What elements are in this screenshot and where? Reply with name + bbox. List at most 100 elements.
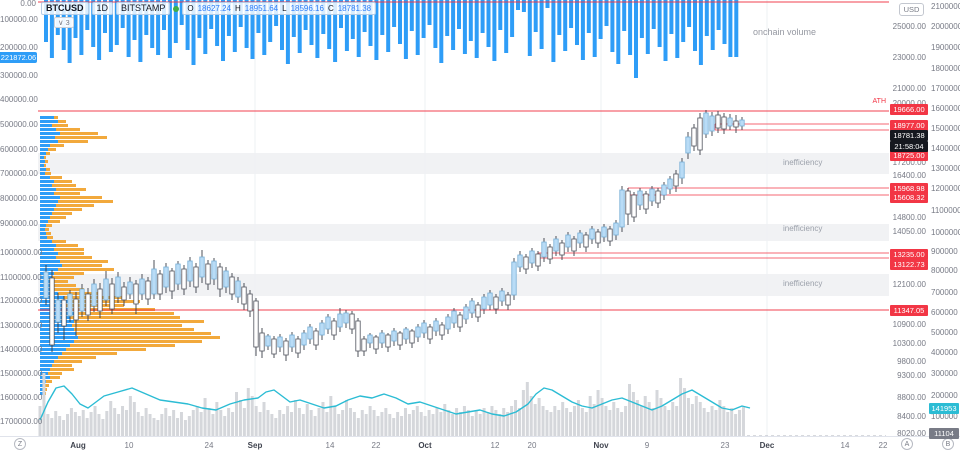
symbol-name[interactable]: BTCUSD bbox=[41, 2, 89, 15]
price-level-badge: 19666.00 bbox=[890, 104, 928, 115]
price-scale-label: 21000.00 bbox=[892, 84, 926, 93]
scale2-label: 1000000 bbox=[931, 228, 960, 237]
volume-value-badge: 11104 bbox=[929, 428, 959, 439]
time-axis-label: 9 bbox=[644, 441, 650, 450]
scale2-label: 1600000 bbox=[931, 104, 960, 113]
time-axis-label: Dec bbox=[759, 441, 775, 450]
inefficiency-label: inefficiency bbox=[783, 158, 823, 167]
time-axis-label: 12 bbox=[490, 441, 500, 450]
price-level-badge: 15608.32 bbox=[890, 192, 928, 203]
countdown-badge: 21:58:04 bbox=[890, 141, 928, 152]
scale2-label: 1800000 bbox=[931, 64, 960, 73]
ohlc-value: 18781.38 bbox=[337, 4, 372, 13]
time-axis-label: 14 bbox=[325, 441, 335, 450]
ath-label: ATH bbox=[872, 98, 886, 105]
scale2-label: 1500000 bbox=[931, 124, 960, 133]
time-axis-label: 10 bbox=[124, 441, 134, 450]
interval-button[interactable]: 1D bbox=[91, 2, 114, 15]
ohlc-value: 18951.64 bbox=[244, 4, 279, 13]
price-scale-label: 10900.00 bbox=[892, 320, 926, 329]
time-axis-label: 22 bbox=[371, 441, 381, 450]
currency-usd-button[interactable]: USD bbox=[899, 3, 924, 16]
scale2-label: 200000 bbox=[931, 391, 958, 400]
price-scale-label: 14800.00 bbox=[892, 213, 926, 222]
left-scale-label: 700000.00 bbox=[0, 169, 38, 178]
scale2-label: 400000 bbox=[931, 348, 958, 357]
left-scale-label: 0.00 bbox=[20, 0, 36, 8]
symbol-legend: BTCUSD 1D BITSTAMP O 18627.24 H 18951.64 L 18… bbox=[41, 2, 377, 15]
time-axis-label: 22 bbox=[878, 441, 888, 450]
left-scale-label: 200000.00 bbox=[0, 43, 38, 52]
price-scale-label: 25000.00 bbox=[892, 22, 926, 31]
indicator-count: 3 bbox=[65, 18, 70, 27]
price-scale-label: 20000.00 bbox=[890, 99, 926, 108]
price-scale-label: 8800.00 bbox=[897, 393, 926, 402]
price-scale-label: 9800.00 bbox=[897, 357, 926, 366]
scale2-label: 1700000 bbox=[931, 84, 960, 93]
left-scale-label: 1400000.00 bbox=[0, 345, 43, 354]
last-price-badge: 18781.38 bbox=[890, 130, 928, 141]
scale-toggle-a[interactable]: A bbox=[901, 438, 913, 450]
time-axis-label: Sep bbox=[247, 441, 263, 450]
left-scale-label: 500000.00 bbox=[0, 120, 38, 129]
inefficiency-label: inefficiency bbox=[783, 279, 823, 288]
price-level-badge: 18725.00 bbox=[890, 150, 928, 161]
left-scale-label: 900000.00 bbox=[0, 219, 38, 228]
ohlc-value: 18596.16 bbox=[290, 4, 324, 13]
time-axis-label: Oct bbox=[418, 441, 432, 450]
left-scale-label: 1000000.00 bbox=[0, 248, 43, 257]
left-scale-label: 300000.00 bbox=[0, 71, 38, 80]
price-scale-label: 17200.00 bbox=[892, 158, 926, 167]
left-scale-label: 1600000.00 bbox=[0, 393, 43, 402]
left-scale-badge: 221872.06 bbox=[0, 52, 37, 63]
price-level-badge: 13122.73 bbox=[890, 259, 928, 270]
scale2-label: 1200000 bbox=[931, 184, 960, 193]
left-scale-label: 1500000.00 bbox=[0, 369, 43, 378]
onchain-volume-label: onchain volume bbox=[753, 27, 817, 37]
scale2-label: 1300000 bbox=[931, 164, 960, 173]
time-axis-label: 23 bbox=[720, 441, 730, 450]
scale2-label: 1900000 bbox=[931, 43, 960, 52]
exchange-name[interactable]: BITSTAMP bbox=[116, 2, 171, 15]
time-axis-label: 24 bbox=[204, 441, 214, 450]
price-scale-label: 23000.00 bbox=[892, 53, 926, 62]
price-scale-label: 10300.00 bbox=[892, 339, 926, 348]
left-scale-label: 600000.00 bbox=[0, 145, 38, 154]
scale2-label: 300000 bbox=[931, 369, 958, 378]
scale2-label: 800000 bbox=[931, 266, 958, 275]
indicators-collapse-button[interactable]: ∨ 3 bbox=[54, 17, 74, 28]
ohlc-key: O bbox=[187, 4, 194, 13]
scale2-label: 500000 bbox=[931, 328, 958, 337]
ohlc-value: 18627.24 bbox=[197, 4, 231, 13]
scale2-label: 600000 bbox=[931, 308, 958, 317]
scale-toggle-b[interactable]: B bbox=[942, 438, 954, 450]
ohlc-key: L bbox=[282, 4, 287, 13]
scale-toggle-z[interactable]: Z bbox=[14, 438, 26, 450]
ohlc-key: C bbox=[327, 4, 334, 13]
time-axis-label: 20 bbox=[527, 441, 537, 450]
price-scale-label: 8020.00 bbox=[897, 429, 926, 438]
ohlc-key: H bbox=[234, 4, 241, 13]
left-scale-label: 1200000.00 bbox=[0, 296, 43, 305]
left-scale-label: 800000.00 bbox=[0, 194, 38, 203]
price-level-badge: 18977.00 bbox=[890, 120, 928, 131]
scale2-label: 1400000 bbox=[931, 144, 960, 153]
chevron-down-icon: ∨ bbox=[58, 18, 64, 27]
price-scale-label: 12100.00 bbox=[892, 280, 926, 289]
left-scale-label: 100000.00 bbox=[0, 15, 38, 24]
left-scale-label: 400000.00 bbox=[0, 95, 38, 104]
left-scale-label: 1700000.00 bbox=[0, 417, 43, 426]
price-scale-label: 9300.00 bbox=[897, 371, 926, 380]
time-axis-label: Aug bbox=[70, 441, 86, 450]
scale2-label: 100000 bbox=[931, 412, 958, 421]
scale2-label: 700000 bbox=[931, 288, 958, 297]
volume-ma-badge: 141953 bbox=[929, 403, 959, 414]
left-scale-label: 1100000.00 bbox=[0, 273, 42, 282]
scale2-label: 900000 bbox=[931, 247, 958, 256]
price-level-badge: 13235.00 bbox=[890, 249, 928, 260]
inefficiency-label: inefficiency bbox=[783, 224, 823, 233]
price-scale-label: 8400.00 bbox=[897, 412, 926, 421]
ohlc-values: O 18627.24 H 18951.64 L 18596.16 C 18781.38 bbox=[182, 2, 377, 15]
